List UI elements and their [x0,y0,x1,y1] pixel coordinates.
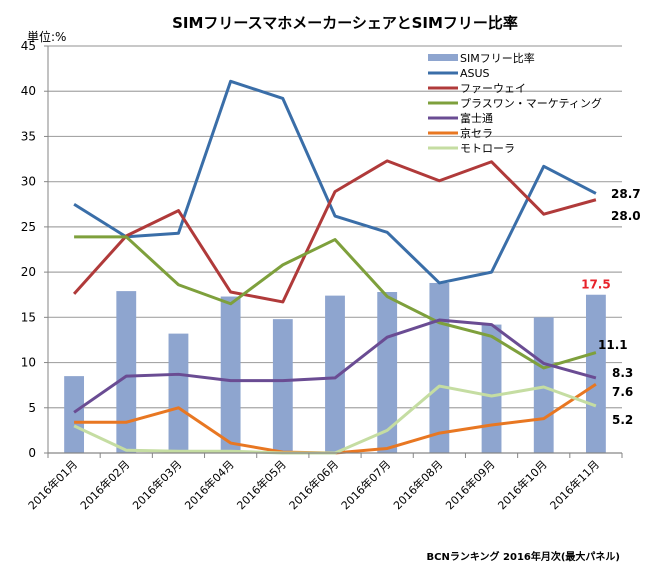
y-tick-label: 15 [21,310,36,324]
bar [220,296,241,453]
source-note: BCNランキング 2016年月次(最大パネル) [427,550,620,563]
data-label: 11.1 [598,338,628,352]
data-label: 8.3 [612,366,633,380]
bar [533,317,554,453]
x-tick-label: 2016年08月 [390,457,445,512]
y-tick-label: 20 [21,265,36,279]
bar [168,333,189,453]
data-label: 28.7 [611,187,641,201]
data-labels: 17.5 28.7 28.0 11.1 8.3 7.6 5.2 [581,187,641,427]
x-axis-ticks: 2016年01月2016年02月2016年03月2016年04月2016年05月… [25,453,623,512]
bars [64,282,606,453]
legend-label: ASUS [460,67,490,80]
legend-label: SIMフリー比率 [460,51,535,65]
chart-title: SIMフリースマホメーカーシェアとSIMフリー比率 [172,14,518,32]
legend-label: 富士通 [460,111,493,125]
bar [377,292,398,453]
bar [272,319,293,453]
x-tick-label: 2016年01月 [25,457,80,512]
bar [64,376,85,453]
bar [585,294,606,453]
bar [325,295,345,453]
y-tick-label: 40 [21,84,36,98]
data-label: 28.0 [611,209,641,223]
x-tick-label: 2016年06月 [286,457,341,512]
x-tick-label: 2016年05月 [234,457,289,512]
x-tick-label: 2016年07月 [338,457,393,512]
y-tick-label: 10 [21,356,36,370]
x-tick-label: 2016年03月 [129,457,184,512]
series-line [74,235,597,370]
legend-label: 京セラ [460,126,493,140]
x-tick-label: 2016年02月 [77,457,132,512]
y-tick-label: 45 [21,39,36,53]
y-tick-label: 30 [21,175,36,189]
series-line [73,318,597,414]
y-tick-label: 25 [21,220,36,234]
y-tick-label: 5 [28,401,36,415]
legend-swatch-bar [428,54,458,61]
bar [429,282,450,453]
y-axis-ticks: 0 5 10 15 20 25 30 35 40 45 [21,39,48,460]
x-tick-label: 2016年11月 [547,457,602,512]
x-tick-label: 2016年04月 [182,457,237,512]
legend: SIMフリー比率 ASUS ファーウェイプラスワン・マーケティング富士通京セラモトロ… [428,51,602,155]
unit-label: 単位:% [27,29,66,44]
legend-label: ファーウェイ [460,82,526,95]
axes [47,46,622,454]
x-tick-label: 2016年10月 [495,457,550,512]
y-tick-label: 35 [21,129,36,143]
legend-label: プラスワン・マーケティング [460,96,602,110]
data-label: 5.2 [612,413,633,427]
y-tick-label: 0 [28,446,36,460]
series-line [73,79,597,285]
legend-label: モトローラ [460,142,515,155]
data-label: 7.6 [612,385,633,399]
series-line [72,159,597,304]
bar [116,291,137,453]
x-tick-label: 2016年09月 [443,457,498,512]
bar [481,324,502,453]
data-label-sim-free: 17.5 [581,278,611,292]
